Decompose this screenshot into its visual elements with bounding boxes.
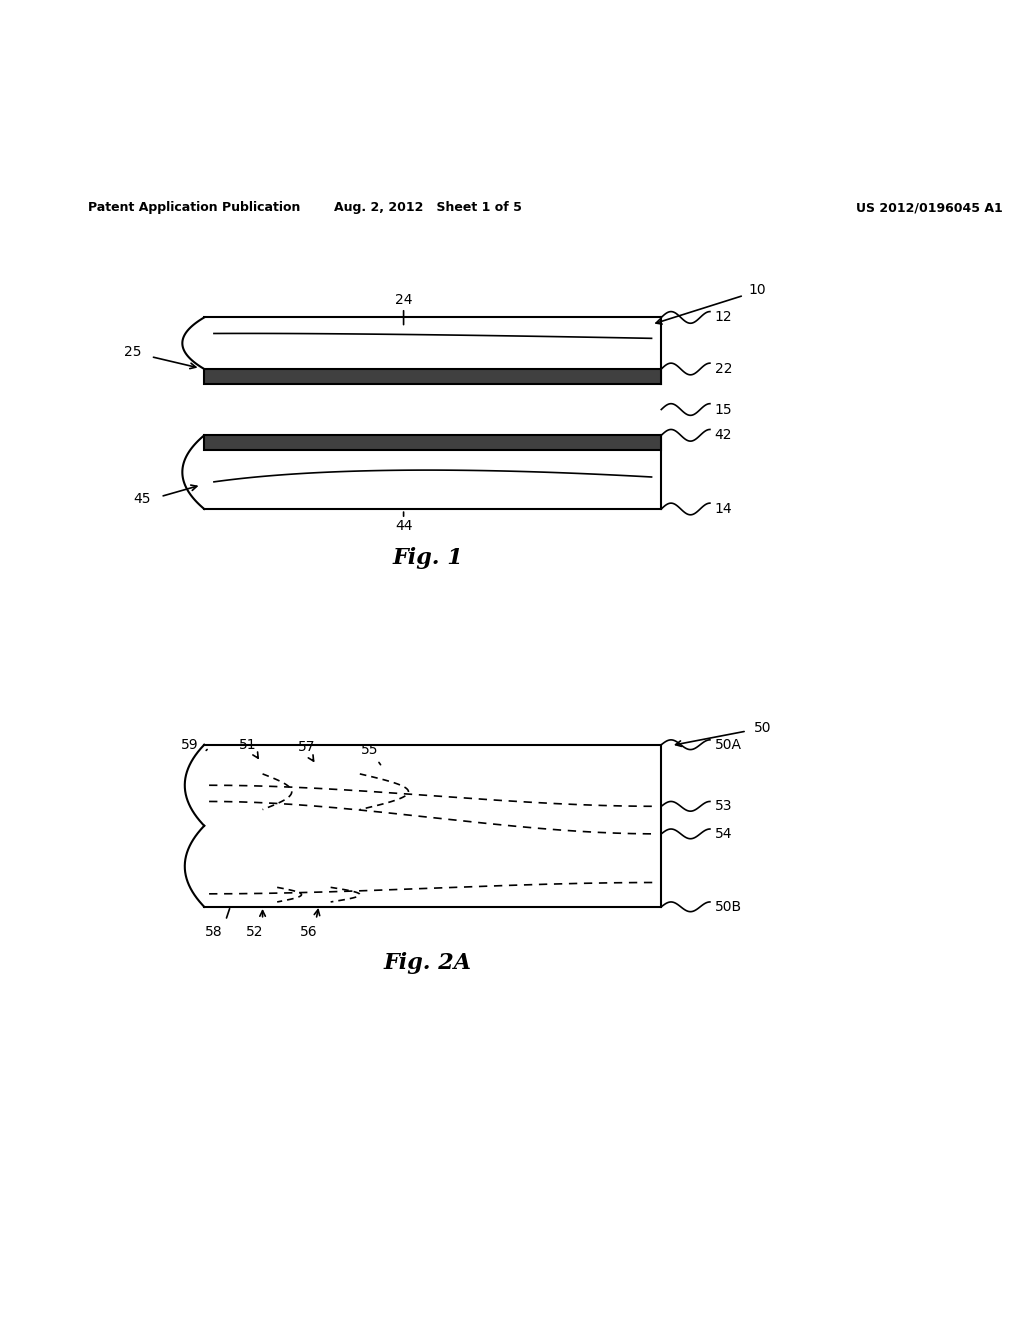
Text: 50A: 50A [715,738,741,751]
Text: 51: 51 [240,738,257,752]
Text: Fig. 2A: Fig. 2A [384,953,472,974]
Text: 50: 50 [754,721,771,735]
Bar [204,370,662,384]
Text: 22: 22 [715,362,732,376]
Text: 54: 54 [715,826,732,841]
Text: 12: 12 [715,310,732,325]
Text: 42: 42 [715,428,732,442]
Text: 55: 55 [360,743,378,758]
Text: 50B: 50B [715,900,742,913]
Text: 58: 58 [205,924,223,939]
Bar [204,436,662,450]
Text: Patent Application Publication: Patent Application Publication [87,201,300,214]
Text: Fig. 1: Fig. 1 [392,546,463,569]
Text: 14: 14 [715,502,732,516]
Text: 53: 53 [715,800,732,813]
Text: 59: 59 [181,738,199,752]
Text: Aug. 2, 2012   Sheet 1 of 5: Aug. 2, 2012 Sheet 1 of 5 [334,201,522,214]
Text: 57: 57 [298,741,315,754]
Text: 44: 44 [395,519,413,533]
Text: 25: 25 [124,345,141,359]
Text: 52: 52 [246,924,263,939]
Text: 56: 56 [300,924,318,939]
Text: 15: 15 [715,403,732,417]
Text: 10: 10 [749,284,766,297]
Text: 24: 24 [395,293,413,308]
Text: 45: 45 [133,491,151,506]
Text: US 2012/0196045 A1: US 2012/0196045 A1 [856,201,1002,214]
